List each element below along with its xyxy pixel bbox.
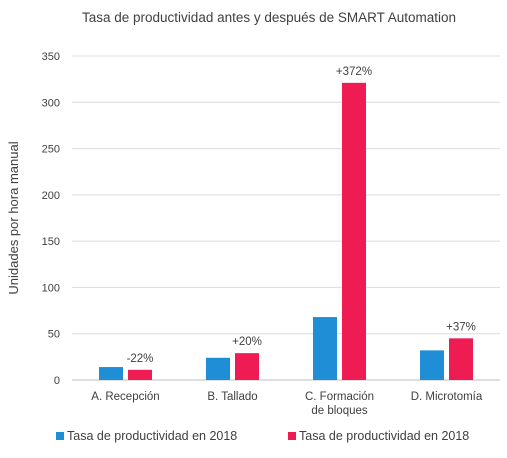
legend-label-2: Tasa de productividad en 2018 xyxy=(299,429,469,443)
bar-series2-cat4 xyxy=(449,338,473,380)
bars xyxy=(99,82,473,381)
category-label: A. Recepción xyxy=(91,391,159,403)
category-label: C. Formación xyxy=(305,391,374,403)
bar-series1-cat3 xyxy=(313,317,337,380)
y-tick-label: 200 xyxy=(42,190,60,202)
legend: Tasa de productividad en 2018 Tasa de pro… xyxy=(56,429,469,443)
category-label: D. Microtomía xyxy=(411,391,483,403)
y-tick-label: 250 xyxy=(42,144,60,156)
legend-label-1: Tasa de productividad en 2018 xyxy=(67,429,237,443)
category-labels: A. Recepción B. Tallado C. Formación de blo… xyxy=(91,391,483,417)
bar-series2-cat3 xyxy=(342,82,366,381)
y-tick-labels: 0 50 100 150 200 250 300 350 xyxy=(42,51,60,387)
bar-series1-cat4 xyxy=(420,350,444,380)
bar-annotation: -22% xyxy=(127,353,154,365)
y-tick-label: 150 xyxy=(42,236,60,248)
category-label: B. Tallado xyxy=(207,391,257,403)
bar-annotation: +372% xyxy=(336,66,372,78)
bar-annotation: +37% xyxy=(446,321,476,333)
gridlines xyxy=(72,55,500,381)
y-tick-label: 300 xyxy=(42,97,60,109)
bar-series1-cat2 xyxy=(206,357,230,380)
y-tick-label: 0 xyxy=(54,375,60,387)
y-tick-label: 350 xyxy=(42,51,60,63)
legend-swatch-2 xyxy=(288,432,296,440)
y-axis-label: Unidades por hora manual xyxy=(6,141,21,294)
bar-annotations: -22% +20% +372% +37% xyxy=(127,66,476,365)
y-tick-label: 100 xyxy=(42,282,60,294)
category-label: de bloques xyxy=(311,405,368,417)
bar-annotation: +20% xyxy=(232,336,262,348)
bar-series2-cat1 xyxy=(128,369,152,380)
bar-series1-cat1 xyxy=(99,367,123,380)
bar-series2-cat2 xyxy=(235,353,259,380)
y-tick-label: 50 xyxy=(48,329,60,341)
legend-swatch-1 xyxy=(56,432,64,440)
chart-title: Tasa de productividad antes y después de… xyxy=(82,10,456,25)
